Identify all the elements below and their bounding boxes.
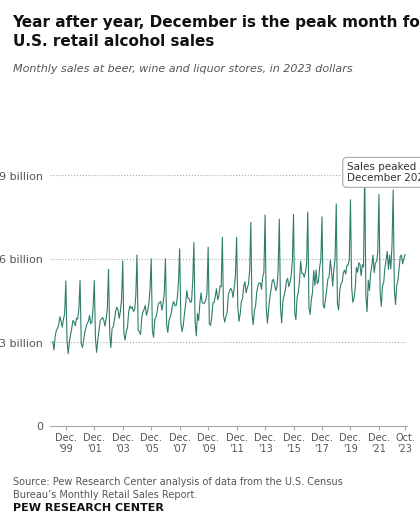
Text: Monthly sales at beer, wine and liquor stores, in 2023 dollars: Monthly sales at beer, wine and liquor s… [13,64,352,74]
Text: Source: Pew Research Center analysis of data from the U.S. Census
Bureau’s Month: Source: Pew Research Center analysis of … [13,477,342,500]
Text: Year after year, December is the peak month for
U.S. retail alcohol sales: Year after year, December is the peak mo… [13,15,420,49]
Text: PEW RESEARCH CENTER: PEW RESEARCH CENTER [13,503,163,512]
Text: Sales peaked in
December 2020.: Sales peaked in December 2020. [347,162,420,183]
